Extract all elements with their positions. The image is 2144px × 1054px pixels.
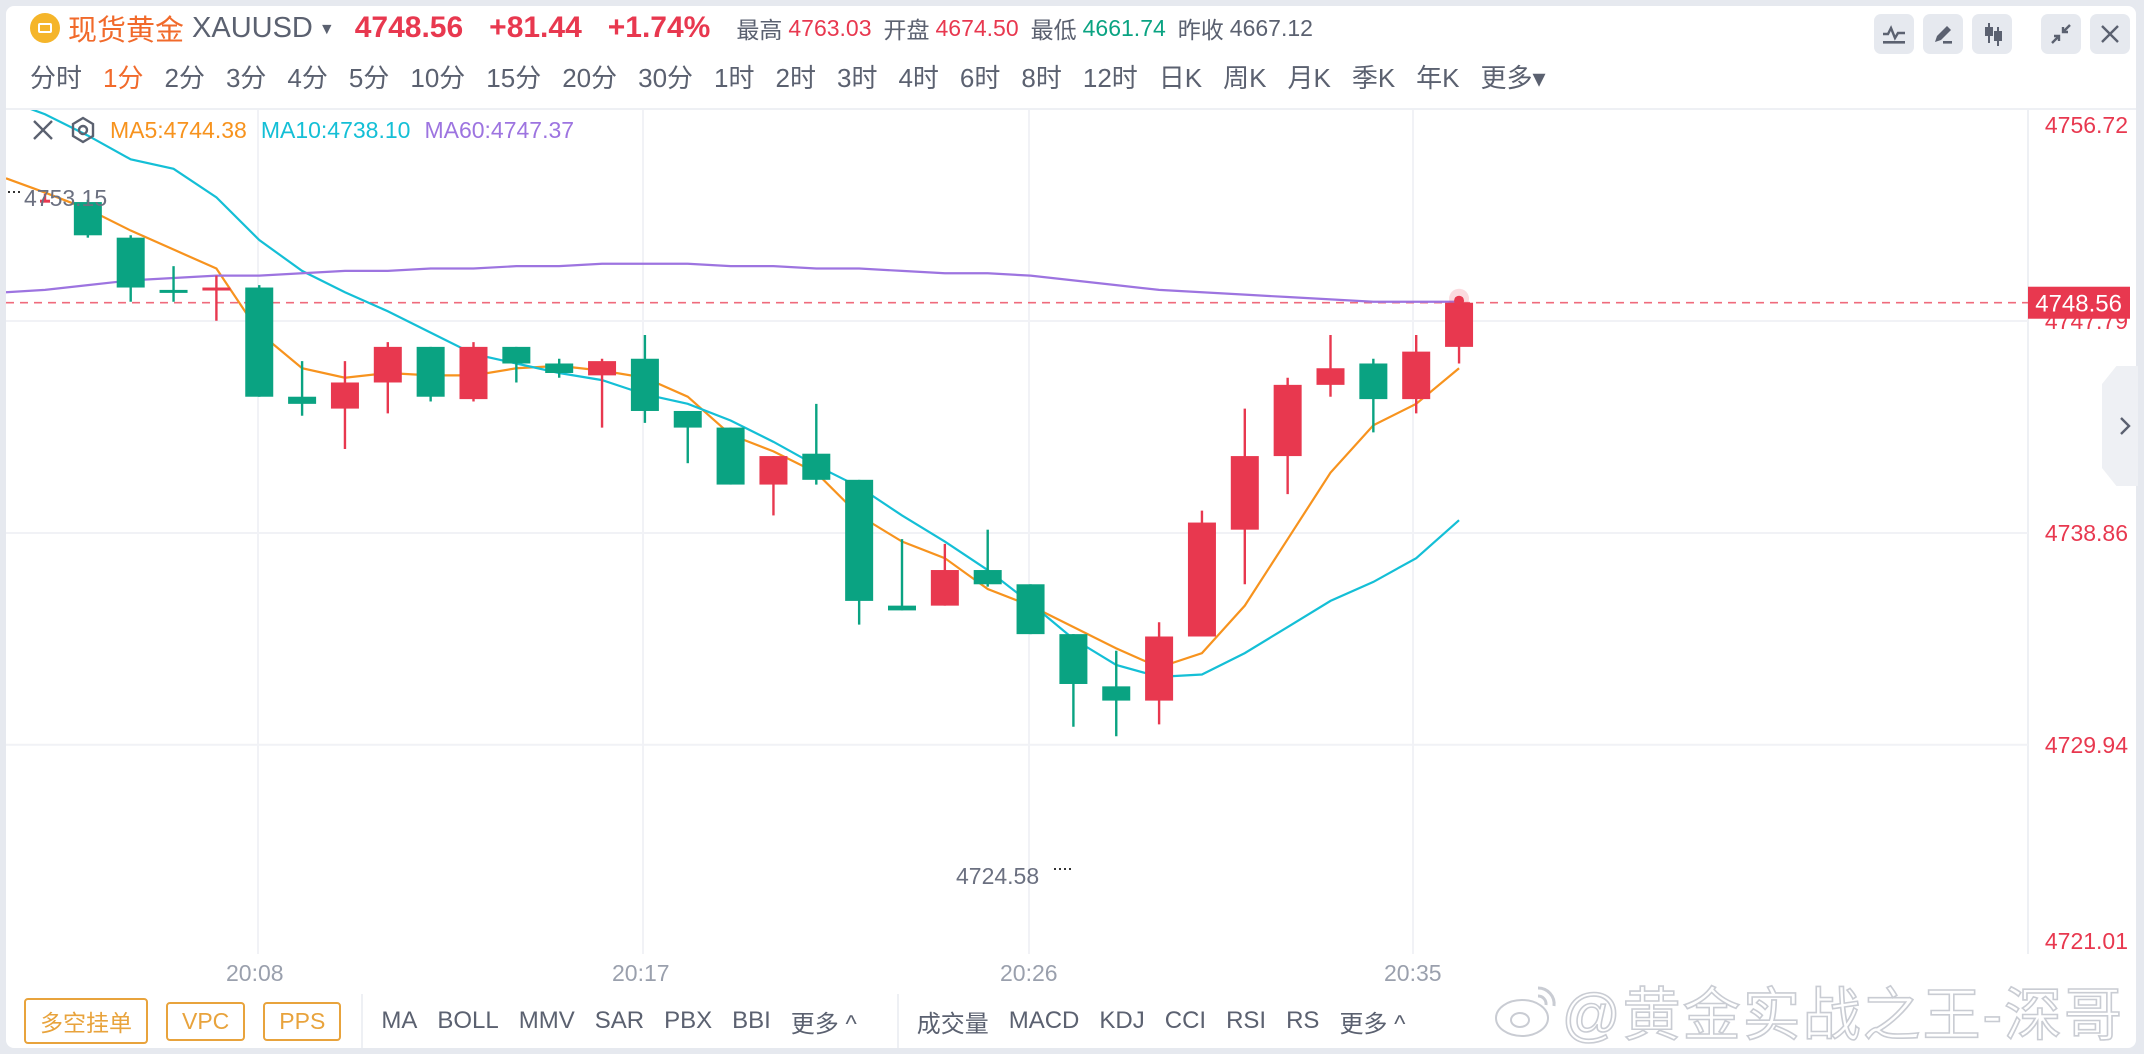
period-tab[interactable]: 3分: [225, 63, 267, 93]
instrument-symbol[interactable]: XAUUSD: [192, 11, 313, 44]
indicator-bar: 多空挂单 VPC PPS MA BOLL MMV SAR PBX BBI 更多 …: [6, 994, 2136, 1048]
separator: [896, 994, 899, 1048]
settings-hexagon-icon[interactable]: [70, 116, 96, 144]
period-tab[interactable]: 4分: [287, 63, 328, 93]
ma-legend: MA5:4744.38 MA10:4738.10 MA60:4747.37: [30, 116, 588, 144]
indicator-pbx[interactable]: PBX: [664, 1007, 713, 1034]
chart-panel: [6, 6, 2136, 1048]
price-change: +81.44: [489, 11, 582, 44]
period-tab[interactable]: 5分: [348, 63, 390, 93]
indicator-line-icon[interactable]: [1874, 14, 1914, 54]
period-tab[interactable]: 月K: [1287, 63, 1331, 93]
high-value: 4763.03: [788, 14, 872, 41]
indicator-kdj[interactable]: KDJ: [1099, 1007, 1145, 1034]
sub-indicators-more[interactable]: 更多 ^: [1339, 1010, 1406, 1038]
svg-text:4721.01: 4721.01: [2045, 928, 2128, 954]
expand-panel-handle[interactable]: [2102, 366, 2138, 486]
period-tab[interactable]: 分时: [30, 63, 83, 93]
chart-toolbar: [1874, 14, 2130, 54]
time-tick: 20:17: [612, 960, 670, 986]
pps-button[interactable]: PPS: [263, 1001, 342, 1041]
separator: [361, 994, 364, 1048]
period-tabs: 分时 1分 2分 3分 4分 5分 10分 15分 20分 30分 1时 2时 3时 4时 6时 8时 12时日…: [30, 58, 1567, 95]
long-short-orders-button[interactable]: 多空挂单: [24, 998, 148, 1044]
watermark: @黄金实战之王-深哥: [1492, 968, 2124, 1052]
ma10-value: MA10:4738.10: [260, 116, 411, 143]
period-tab[interactable]: 年K: [1416, 63, 1460, 93]
time-tick: 20:26: [1000, 960, 1058, 986]
high-label: 最高: [736, 17, 783, 43]
time-tick: 20:35: [1384, 960, 1442, 986]
svg-text:4753.15: 4753.15: [24, 185, 107, 211]
main-indicators-more[interactable]: 更多 ^: [790, 1010, 857, 1038]
indicator-macd[interactable]: MACD: [1008, 1007, 1080, 1034]
period-tab[interactable]: 12时: [1082, 63, 1138, 93]
collapse-icon[interactable]: [2041, 14, 2081, 54]
svg-text:4724.58: 4724.58: [956, 863, 1039, 889]
chevron-down-icon[interactable]: ▼: [318, 21, 335, 38]
price-change-pct: +1.74%: [607, 11, 711, 44]
indicator-cci[interactable]: CCI: [1164, 1007, 1207, 1034]
watermark-text: @黄金实战之王-深哥: [1561, 982, 2124, 1049]
svg-text:4748.56: 4748.56: [2035, 291, 2122, 318]
pencil-icon[interactable]: [1923, 14, 1963, 54]
indicator-sar[interactable]: SAR: [594, 1007, 645, 1034]
period-tab[interactable]: 2时: [775, 63, 816, 93]
last-price: 4748.56: [354, 11, 464, 44]
close-indicator-icon[interactable]: [30, 117, 56, 143]
period-tab[interactable]: 4时: [898, 63, 939, 93]
prev-close-label: 昨收: [1177, 17, 1224, 43]
period-tab[interactable]: 季K: [1351, 63, 1396, 93]
instrument-name[interactable]: 现货黄金: [68, 15, 185, 47]
open-value: 4674.50: [935, 14, 1019, 41]
low-label: 最低: [1030, 17, 1077, 43]
indicator-boll[interactable]: BOLL: [437, 1007, 499, 1034]
gold-coin-icon: [30, 13, 60, 43]
svg-text:4756.72: 4756.72: [2045, 112, 2128, 138]
period-tab[interactable]: 6时: [959, 63, 1001, 93]
period-tab[interactable]: 1分: [103, 63, 144, 93]
close-icon[interactable]: [2090, 14, 2130, 54]
indicator-mmv[interactable]: MMV: [518, 1007, 575, 1034]
vpc-button[interactable]: VPC: [166, 1001, 246, 1041]
indicator-bbi[interactable]: BBI: [732, 1007, 771, 1034]
period-tab[interactable]: 日K: [1158, 63, 1203, 93]
period-tab[interactable]: 1时: [714, 63, 755, 93]
period-tab[interactable]: 更多▾: [1480, 63, 1546, 93]
time-tick: 20:08: [226, 960, 284, 986]
ma60-value: MA60:4747.37: [424, 116, 575, 143]
candlestick-chart[interactable]: 4756.724747.794738.864729.944721.014753.…: [6, 110, 2136, 954]
ma5-value: MA5:4744.38: [110, 116, 247, 143]
candlestick-icon[interactable]: [1972, 14, 2012, 54]
quote-header: 现货黄金 XAUUSD ▼ 4748.56 +81.44 +1.74% 最高 4…: [30, 8, 1325, 48]
open-label: 开盘: [883, 17, 930, 43]
period-tab[interactable]: 3时: [836, 63, 878, 93]
svg-text:4729.94: 4729.94: [2045, 732, 2128, 758]
indicator-volume[interactable]: 成交量: [916, 1010, 989, 1038]
period-tab[interactable]: 周K: [1223, 63, 1267, 93]
prev-close-value: 4667.12: [1229, 14, 1313, 41]
indicator-rs[interactable]: RS: [1286, 1007, 1320, 1034]
indicator-rsi[interactable]: RSI: [1226, 1007, 1267, 1034]
period-tab[interactable]: 8时: [1021, 63, 1062, 93]
period-tab[interactable]: 30分: [638, 63, 694, 93]
header-divider: [6, 108, 2136, 110]
period-tab[interactable]: 20分: [562, 63, 618, 93]
indicator-ma[interactable]: MA: [381, 1007, 418, 1034]
svg-text:4738.86: 4738.86: [2045, 520, 2128, 546]
chevron-right-icon: [2120, 417, 2131, 435]
period-tab[interactable]: 10分: [410, 63, 466, 93]
period-tab[interactable]: 2分: [164, 63, 205, 93]
weibo-logo-icon: [1494, 986, 1556, 1037]
period-tab[interactable]: 15分: [486, 63, 542, 93]
low-value: 4661.74: [1082, 14, 1166, 41]
